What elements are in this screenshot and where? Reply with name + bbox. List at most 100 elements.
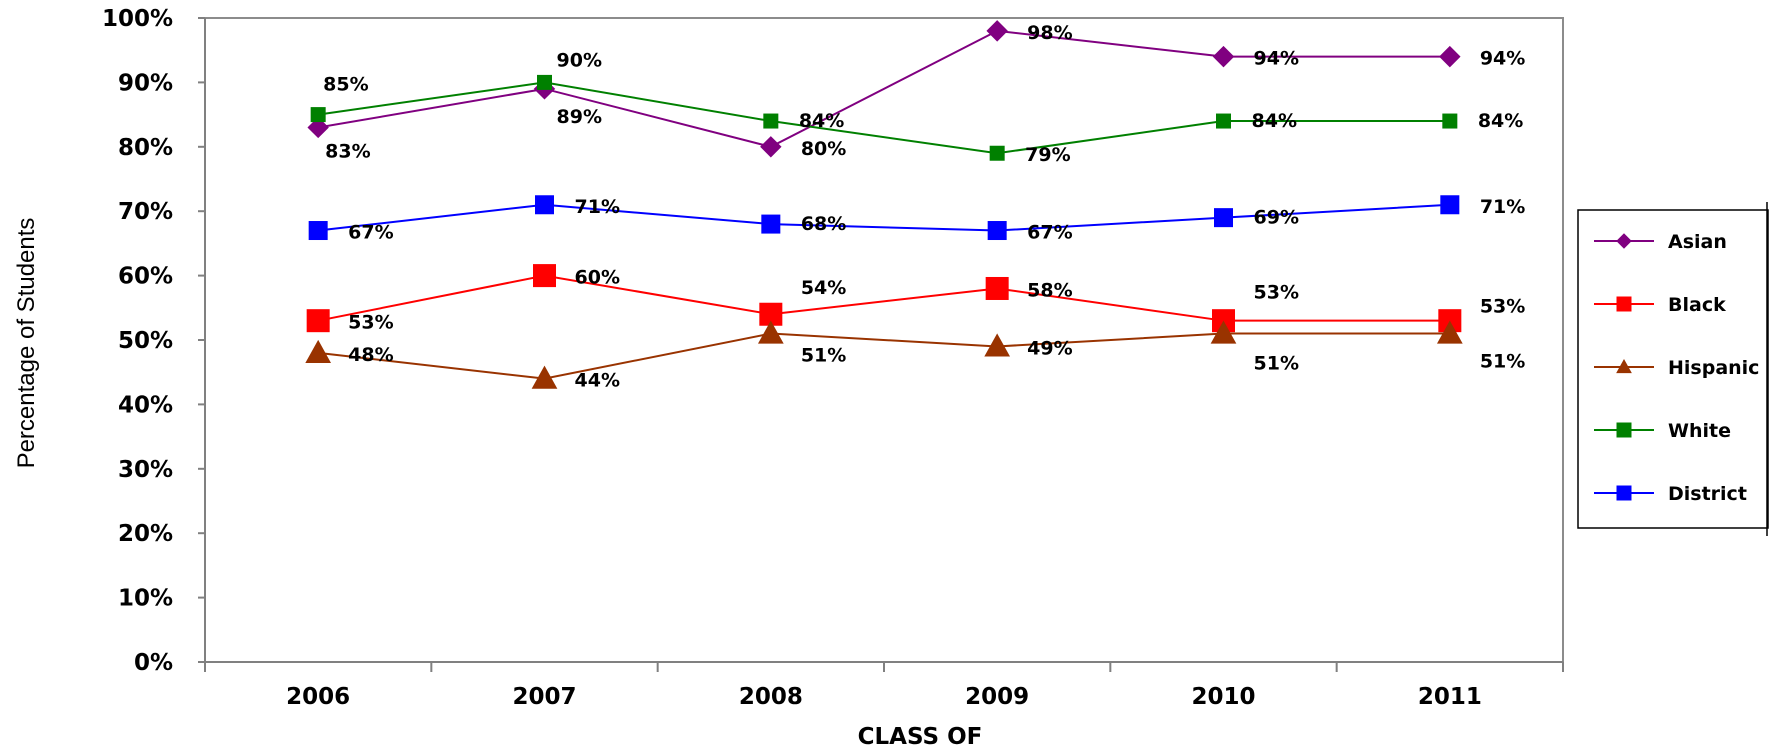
data-point-hispanic <box>531 365 558 389</box>
legend-marker-district <box>1616 485 1632 501</box>
data-label-white: 79% <box>1025 144 1070 166</box>
data-point-asian <box>1439 45 1461 68</box>
data-point-white <box>310 107 326 123</box>
y-tick-label: 80% <box>118 135 173 161</box>
series-line-district <box>318 203 1450 232</box>
legend: Asian Black Hispanic White District <box>1577 202 1769 536</box>
data-point-district <box>1214 208 1233 228</box>
y-tick-label: 30% <box>118 457 173 483</box>
data-label-white: 84% <box>1252 110 1297 132</box>
data-label-white: 84% <box>799 110 844 132</box>
x-axis-title: CLASS OF <box>858 724 983 748</box>
data-label-white: 90% <box>557 49 602 71</box>
legend-marker-white <box>1616 422 1632 438</box>
x-tick-label: 2007 <box>512 684 576 710</box>
y-axis: 0% 10% 20% 30% 40% 50% 60% 70% 80% 90% 100% <box>102 6 205 676</box>
legend-label-black: Black <box>1668 294 1726 316</box>
data-point-asian <box>760 136 782 158</box>
data-point-hispanic <box>1436 320 1463 344</box>
legend-item-hispanic: Hispanic <box>1594 357 1759 379</box>
x-tick-label: 2010 <box>1191 684 1255 710</box>
series-line-asian <box>317 29 1450 148</box>
data-point-hispanic <box>757 320 784 344</box>
data-label-hispanic: 51% <box>801 345 846 367</box>
data-label-asian: 94% <box>1480 48 1525 70</box>
data-point-black <box>533 264 556 288</box>
y-tick-label: 20% <box>118 521 173 547</box>
data-label-district: 67% <box>1027 222 1072 244</box>
data-label-asian: 80% <box>801 138 846 160</box>
x-tick-label: 2011 <box>1418 684 1482 710</box>
legend-item-asian: Asian <box>1594 231 1727 253</box>
series-line-hispanic <box>318 332 1450 380</box>
legend-marker-black <box>1616 296 1632 312</box>
y-tick-label: 0% <box>134 650 173 676</box>
data-point-asian <box>1212 45 1235 68</box>
data-point-district <box>761 214 781 234</box>
data-point-district <box>987 221 1007 241</box>
data-point-hispanic <box>305 339 332 363</box>
data-label-black: 53% <box>1254 282 1299 304</box>
data-label-black: 58% <box>1027 279 1072 301</box>
data-label-black: 53% <box>348 312 393 334</box>
data-point-asian <box>986 20 1008 42</box>
data-point-black <box>985 276 1009 300</box>
legend-item-black: Black <box>1594 294 1726 316</box>
data-point-district <box>535 195 554 215</box>
data-point-white <box>763 113 779 129</box>
data-label-hispanic: 44% <box>575 370 620 392</box>
series-white <box>310 74 1458 161</box>
legend-marker-asian <box>1616 233 1632 249</box>
series-district <box>308 195 1460 241</box>
x-tick-label: 2008 <box>739 684 803 710</box>
data-labels: 83% 89% 80% 98% 94% 94% 53% 60% 54% 58% 53% 53% 48% 4… <box>323 22 1525 392</box>
legend-item-district: District <box>1594 483 1747 505</box>
series-asian <box>307 20 1461 158</box>
legend-box <box>1577 209 1769 529</box>
data-point-district <box>1440 195 1460 215</box>
data-label-district: 71% <box>575 196 620 218</box>
legend-label-asian: Asian <box>1668 231 1727 253</box>
y-tick-label: 40% <box>118 392 173 418</box>
y-tick-label: 100% <box>102 6 173 32</box>
x-tick-label: 2006 <box>286 684 350 710</box>
data-label-black: 60% <box>575 267 620 289</box>
legend-marker-hispanic <box>1616 358 1632 374</box>
data-label-asian: 89% <box>557 106 602 128</box>
data-point-district <box>308 221 328 241</box>
data-label-black: 53% <box>1480 296 1525 318</box>
data-label-asian: 98% <box>1027 22 1072 44</box>
data-label-district: 69% <box>1254 207 1299 229</box>
x-axis: 2006 2007 2008 2009 2010 2011 <box>204 662 1564 710</box>
legend-item-white: White <box>1594 420 1731 442</box>
data-label-hispanic: 51% <box>1254 353 1299 375</box>
data-point-hispanic <box>984 333 1011 357</box>
data-label-district: 67% <box>348 222 393 244</box>
data-point-white <box>1442 113 1458 129</box>
y-tick-label: 90% <box>118 70 173 96</box>
y-tick-label: 10% <box>118 586 173 612</box>
data-label-district: 68% <box>801 213 846 235</box>
series-line-white <box>318 81 1450 155</box>
x-tick-label: 2009 <box>965 684 1029 710</box>
data-label-white: 85% <box>323 74 368 96</box>
data-label-black: 54% <box>801 277 846 299</box>
data-label-hispanic: 49% <box>1027 337 1072 359</box>
data-point-asian <box>307 116 329 139</box>
data-label-asian: 94% <box>1254 48 1299 70</box>
series-line-black <box>317 274 1450 322</box>
legend-label-hispanic: Hispanic <box>1668 357 1759 379</box>
data-label-district: 71% <box>1480 196 1525 218</box>
series-hispanic <box>305 320 1463 389</box>
y-tick-label: 60% <box>118 264 173 290</box>
series-layer <box>305 20 1463 389</box>
series-black <box>306 264 1462 333</box>
y-axis-title: Percentage of Students <box>13 218 40 469</box>
data-label-white: 84% <box>1478 110 1523 132</box>
data-label-asian: 83% <box>325 140 370 162</box>
data-point-white <box>537 74 552 90</box>
data-point-white <box>1216 113 1231 129</box>
data-point-hispanic <box>1210 320 1237 344</box>
data-point-white <box>989 145 1005 161</box>
legend-label-white: White <box>1668 420 1731 442</box>
